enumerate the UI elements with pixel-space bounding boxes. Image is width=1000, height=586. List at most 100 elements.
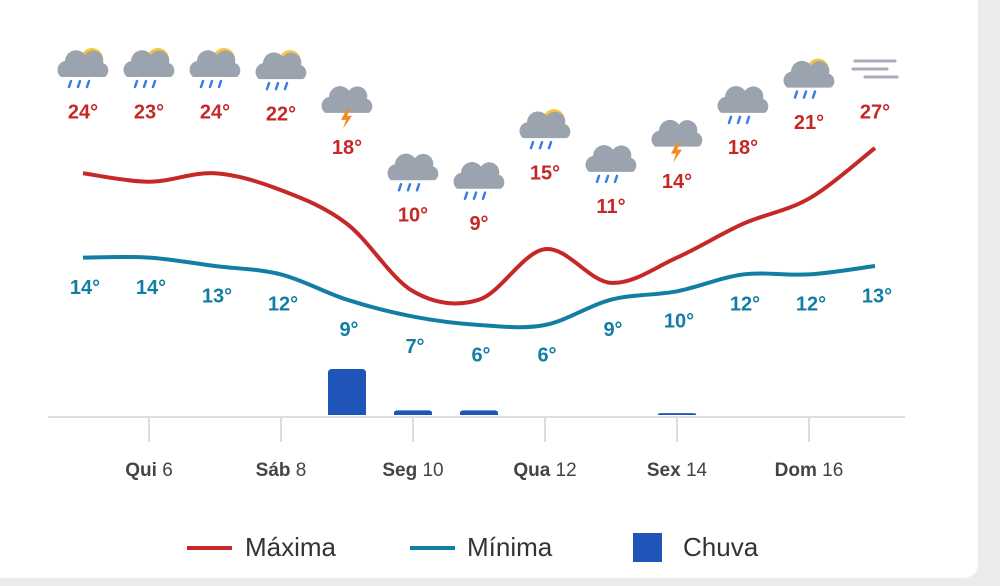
drop [85, 79, 91, 89]
value-label: 7° [405, 336, 424, 358]
drop [67, 79, 73, 89]
value-label: 15° [530, 162, 560, 184]
value-label: 12° [268, 294, 298, 316]
cloud [189, 50, 241, 77]
value-label: 14° [662, 171, 692, 193]
drop [547, 140, 553, 150]
cloud [321, 86, 373, 113]
drop [463, 191, 469, 200]
value-label: 23° [134, 101, 164, 123]
drop [529, 140, 535, 150]
value-label: 27° [860, 101, 890, 123]
value-label: 10° [398, 205, 428, 227]
drop [265, 81, 271, 91]
weather-icon [519, 109, 571, 150]
day: 10 [422, 460, 443, 481]
rain-bar [460, 410, 498, 415]
rain-bar [394, 410, 432, 415]
weather-icon [57, 48, 109, 89]
value-label: 24° [200, 101, 230, 123]
value-label: 9° [339, 319, 358, 341]
weekday: Seg [382, 460, 422, 481]
weather-icon [717, 86, 769, 125]
drop [538, 140, 544, 150]
cloud [717, 86, 769, 113]
value-label: 6° [471, 344, 490, 366]
drop [142, 79, 148, 89]
line-0 [82, 146, 877, 306]
x-tick-label: Qui 6 [125, 460, 173, 481]
x-tick-label: Seg 10 [382, 460, 443, 481]
value-label: 9° [603, 319, 622, 341]
day: 8 [296, 460, 307, 481]
rain-bar [658, 413, 696, 415]
weather-icon [783, 58, 835, 99]
x-tick-label: Sex 14 [647, 460, 708, 481]
cloud [123, 50, 175, 77]
cloud [387, 153, 439, 181]
drop [283, 81, 289, 91]
cloud [519, 111, 571, 139]
x-tick-label: Dom 16 [775, 460, 844, 481]
weather-icon [321, 86, 373, 129]
drop [208, 79, 214, 89]
drop [595, 174, 601, 184]
drop [811, 90, 817, 99]
value-label: 9° [469, 213, 488, 235]
value-label: 12° [796, 294, 826, 316]
legend-label: Máxima [245, 532, 337, 562]
weather-icon [585, 145, 637, 184]
drop [604, 174, 610, 184]
cloud [651, 119, 703, 147]
drop [397, 183, 403, 192]
bolt [341, 108, 352, 129]
drop [613, 174, 619, 184]
value-label: 14° [70, 277, 100, 299]
drop [727, 115, 733, 125]
legend-label: Chuva [683, 532, 759, 562]
value-label: 18° [332, 137, 362, 159]
weather-icon [255, 50, 307, 91]
line-1 [82, 254, 876, 330]
card [0, 0, 978, 578]
drop [199, 79, 205, 89]
drop [793, 90, 799, 99]
value-label: 13° [202, 285, 232, 307]
value-label: 21° [794, 112, 824, 134]
weekday: Qui [125, 460, 162, 481]
weather-icon [651, 119, 703, 163]
x-tick-label: Sáb 8 [256, 460, 307, 481]
drop [736, 115, 742, 125]
day: 12 [556, 460, 577, 481]
rain-bar [328, 369, 366, 415]
drop [217, 79, 223, 89]
cloud [453, 162, 505, 189]
legend-label: Mínima [467, 532, 553, 562]
day: 14 [686, 460, 708, 481]
value-label: 12° [730, 294, 760, 316]
value-label: 18° [728, 137, 758, 159]
value-label: 6° [537, 344, 556, 366]
weather-icon [851, 59, 899, 79]
drop [745, 115, 751, 125]
value-label: 11° [596, 196, 625, 218]
drop [274, 81, 280, 91]
drop [133, 79, 139, 89]
weather-icon [189, 48, 241, 89]
cloud [255, 52, 307, 80]
value-label: 14° [136, 277, 166, 299]
day: 6 [162, 460, 173, 481]
value-label: 13° [862, 285, 892, 307]
weekday: Qua [513, 460, 555, 481]
drop [406, 183, 412, 192]
value-label: 24° [68, 101, 98, 123]
drop [415, 183, 421, 192]
bolt [671, 142, 682, 163]
weekday: Sex [647, 460, 686, 481]
value-label: 22° [266, 103, 296, 125]
drop [151, 79, 157, 89]
x-tick-label: Qua 12 [513, 460, 576, 481]
weather-icon [387, 153, 439, 192]
drop [472, 191, 478, 200]
drop [481, 191, 487, 200]
